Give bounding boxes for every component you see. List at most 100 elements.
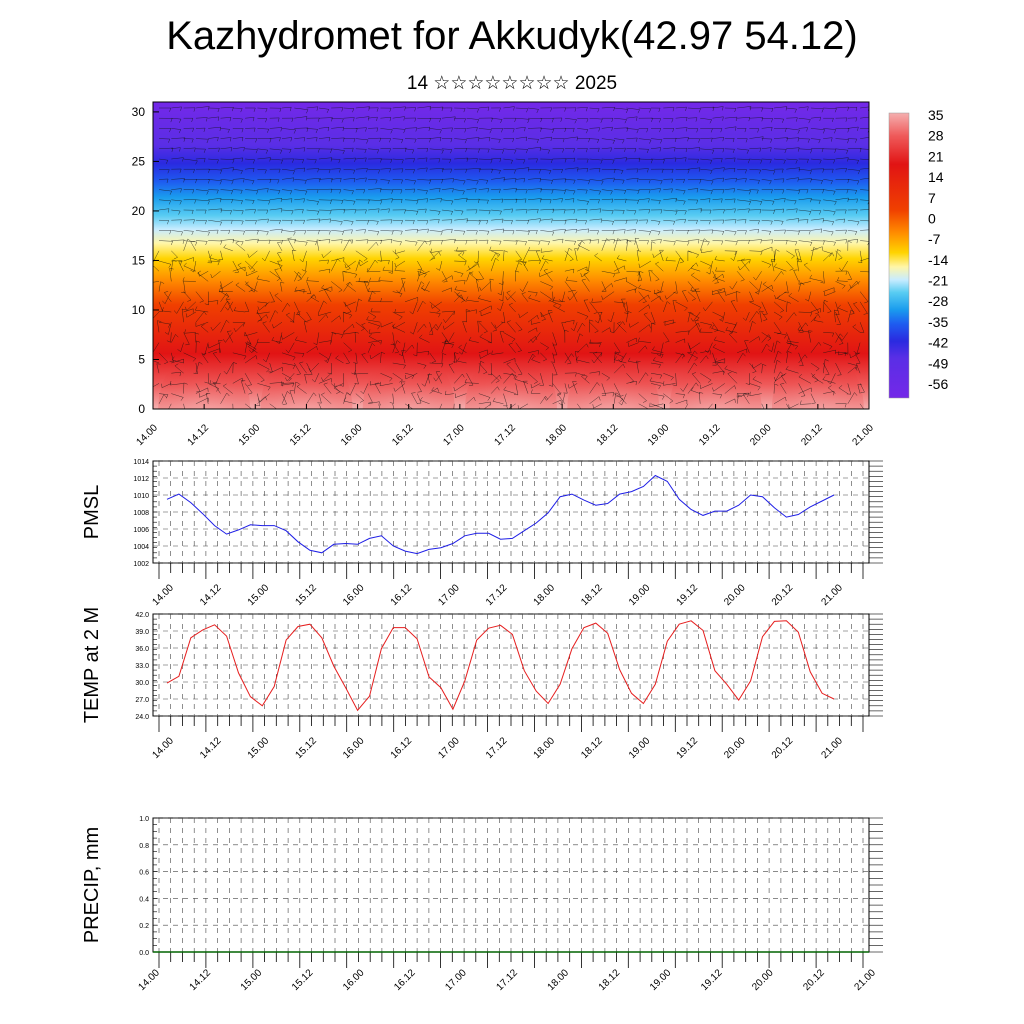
wind-barb [441,353,443,364]
wind-barb [161,383,172,388]
wind-barb-flag [419,334,423,338]
wind-barb [491,218,504,221]
wind-barb-flag [586,158,589,163]
colorbar-label: 14 [928,169,944,185]
wind-barb [248,346,258,354]
wind-barb-flag [722,106,724,111]
wind-barb [220,238,234,241]
wind-barb [628,342,639,347]
wind-barb [183,147,196,150]
wind-barb-flag [518,329,523,332]
x-tick-label: 16.12 [389,735,415,761]
wind-barb-flag [388,271,393,274]
wind-barb-flag [648,209,651,214]
wind-barb-flag [400,231,403,235]
wind-barb-flag [796,258,802,260]
wind-barb-flag [759,147,762,152]
wind-barb [860,177,869,180]
wind-barb-flag [364,149,367,154]
wind-barb [195,361,200,374]
wind-barb-flag [622,321,626,326]
wind-barb [195,240,208,242]
wind-barb-flag [281,240,283,245]
wind-barb-flag [388,208,390,213]
wind-barb [552,399,562,405]
wind-barb-flag [506,362,511,365]
wind-barb [466,271,471,282]
wind-barb-flag [711,180,714,185]
heatmap-x-tick-label: 20.12 [799,422,825,448]
wind-barb-flag [267,188,269,193]
wind-barb-flag [374,259,378,264]
wind-barb [208,342,221,349]
wind-barb [294,381,296,394]
wind-barb [724,240,738,242]
wind-barb [324,289,332,302]
wind-barb-flag [818,342,822,346]
wind-barb [378,403,381,409]
wind-barb-flag [170,118,173,123]
wind-barb [466,117,479,120]
wind-barb [345,260,356,269]
wind-barb-flag [806,159,809,163]
wind-barb-flag [450,107,453,112]
wind-barb-flag [615,392,620,395]
wind-barb-flag [572,198,575,203]
wind-barb-flag [290,220,293,225]
wind-barb-flag [564,229,566,234]
wind-barb-flag [833,211,836,216]
wind-barb-flag [569,259,574,262]
wind-barb [761,147,772,150]
wind-barb-flag [839,337,843,341]
wind-barb [581,376,590,384]
wind-barb-flag [280,149,283,154]
wind-barb [392,179,403,181]
wind-barb-flag [178,260,183,262]
wind-barb-flag [752,371,757,374]
wind-barb [589,218,602,221]
wind-barb-flag [690,286,693,291]
y-tick-label: 36.0 [135,646,149,653]
wind-barb-flag [328,230,331,235]
wind-barb-flag [756,189,759,194]
wind-barb [220,209,232,211]
wind-barb-flag [388,260,390,265]
wind-barb [490,362,493,376]
wind-barb [835,168,847,170]
wind-barb-flag [360,328,365,332]
wind-barb [195,291,204,302]
wind-barb-flag [856,198,858,203]
wind-barb-flag [375,179,378,184]
wind-barb [675,258,681,272]
wind-barb [539,270,553,277]
wind-barb [256,278,270,282]
wind-barb-flag [574,107,577,112]
wind-barb-flag [399,379,403,383]
wind-barb-flag [417,391,422,393]
wind-barb [589,117,603,120]
wind-barb [421,288,430,292]
wind-barb-flag [341,107,344,112]
wind-barb-flag [303,167,306,172]
wind-barb-flag [698,147,701,152]
wind-barb-flag [689,345,691,350]
wind-barb [638,403,649,409]
wind-barb-flag [399,316,403,320]
wind-barb [417,208,427,211]
wind-barb-flag [856,160,859,165]
wind-barb [466,137,480,139]
wind-barb-flag [712,150,715,154]
wind-barb-flag [515,241,518,245]
wind-barb-flag [267,386,271,391]
wind-barb-flag [240,170,243,175]
wind-barb-flag [513,106,515,111]
wind-barb-flag [777,295,781,299]
wind-barb [399,281,406,294]
wind-barb-flag [864,415,868,416]
wind-barb-flag [774,263,777,267]
wind-barb [853,303,861,313]
wind-barb [522,281,529,292]
wind-barb-flag [167,220,169,225]
